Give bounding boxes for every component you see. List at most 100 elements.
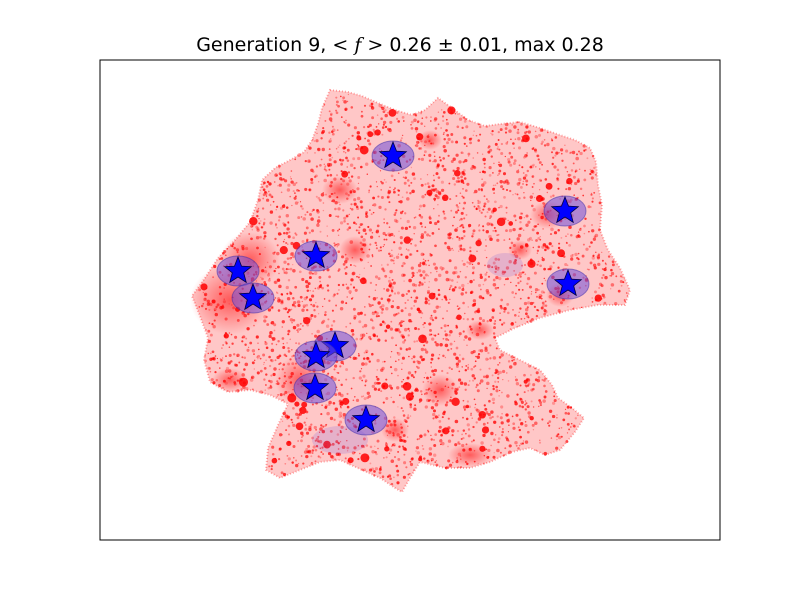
population-point [519, 397, 522, 401]
population-point [293, 196, 297, 200]
population-point [467, 384, 470, 387]
population-point [350, 175, 354, 178]
population-point [372, 211, 375, 214]
site-star-marker [553, 268, 583, 297]
population-point [412, 274, 415, 277]
axes-frame [99, 59, 721, 541]
population-point [582, 144, 586, 148]
population-point [418, 437, 421, 440]
population-point [357, 444, 360, 447]
population-point [356, 131, 361, 135]
population-point [589, 205, 592, 209]
population-point [551, 162, 554, 166]
population-point [358, 352, 360, 355]
population-point [412, 355, 416, 359]
population-point [464, 158, 468, 163]
population-point [458, 386, 461, 388]
population-point [242, 335, 246, 339]
population-point [598, 287, 601, 289]
population-point [489, 237, 493, 242]
population-point [281, 337, 285, 340]
city-point [468, 254, 477, 263]
population-point [463, 217, 466, 220]
population-point [263, 361, 265, 364]
selected-sites-layer [216, 140, 590, 436]
population-point [346, 197, 349, 200]
population-point [257, 342, 259, 344]
population-point [531, 317, 534, 321]
population-point [426, 376, 429, 380]
population-point [510, 155, 514, 159]
population-point [482, 319, 486, 323]
population-point [602, 268, 604, 271]
population-point [364, 362, 368, 366]
population-point [463, 382, 468, 386]
population-point [496, 376, 500, 380]
population-point [380, 368, 384, 372]
population-point [420, 183, 424, 187]
population-point [291, 421, 294, 424]
population-point [202, 302, 205, 305]
population-point [524, 264, 526, 266]
population-point [372, 297, 377, 301]
population-point [542, 228, 544, 230]
population-point [280, 233, 282, 235]
population-point [486, 222, 490, 226]
population-point [479, 379, 484, 383]
population-point [337, 283, 341, 287]
population-point [589, 261, 593, 265]
population-point [292, 423, 296, 428]
population-point [428, 217, 432, 220]
population-point [393, 262, 395, 265]
population-point [321, 429, 326, 434]
population-point [463, 339, 465, 341]
population-point [440, 180, 444, 184]
population-point [448, 182, 451, 185]
population-point [232, 353, 236, 356]
population-point [512, 142, 515, 145]
population-point [227, 390, 229, 392]
population-point [422, 276, 426, 279]
population-point [437, 414, 440, 417]
population-point [518, 215, 523, 220]
population-point [415, 144, 419, 148]
population-point [421, 195, 425, 199]
population-point [334, 207, 337, 211]
population-point [451, 461, 454, 464]
population-point [297, 342, 301, 345]
population-point [349, 240, 354, 244]
population-point [408, 347, 412, 351]
population-point [317, 435, 320, 438]
population-point [432, 262, 436, 266]
population-point [623, 277, 626, 280]
population-point [262, 391, 264, 393]
population-point [582, 194, 585, 197]
population-point [371, 320, 374, 322]
population-point [305, 447, 309, 451]
population-point [285, 380, 287, 382]
population-point [277, 394, 279, 396]
population-point [367, 261, 369, 264]
population-point [337, 250, 341, 253]
city-point [271, 457, 278, 464]
population-point [392, 300, 394, 302]
population-point [421, 283, 424, 286]
population-point [207, 339, 211, 344]
population-point [462, 448, 466, 452]
population-point [321, 286, 324, 290]
population-point [409, 460, 412, 463]
population-point [516, 393, 519, 396]
population-point [485, 271, 488, 274]
population-point [573, 194, 575, 196]
population-point [512, 194, 514, 196]
population-point [339, 203, 341, 206]
population-point [331, 125, 334, 128]
population-point [335, 440, 339, 444]
population-point [395, 255, 400, 260]
population-point [446, 401, 449, 404]
population-point [362, 251, 365, 254]
population-point [295, 362, 297, 365]
population-point [342, 413, 346, 417]
population-point [257, 348, 260, 351]
population-point [294, 285, 298, 289]
